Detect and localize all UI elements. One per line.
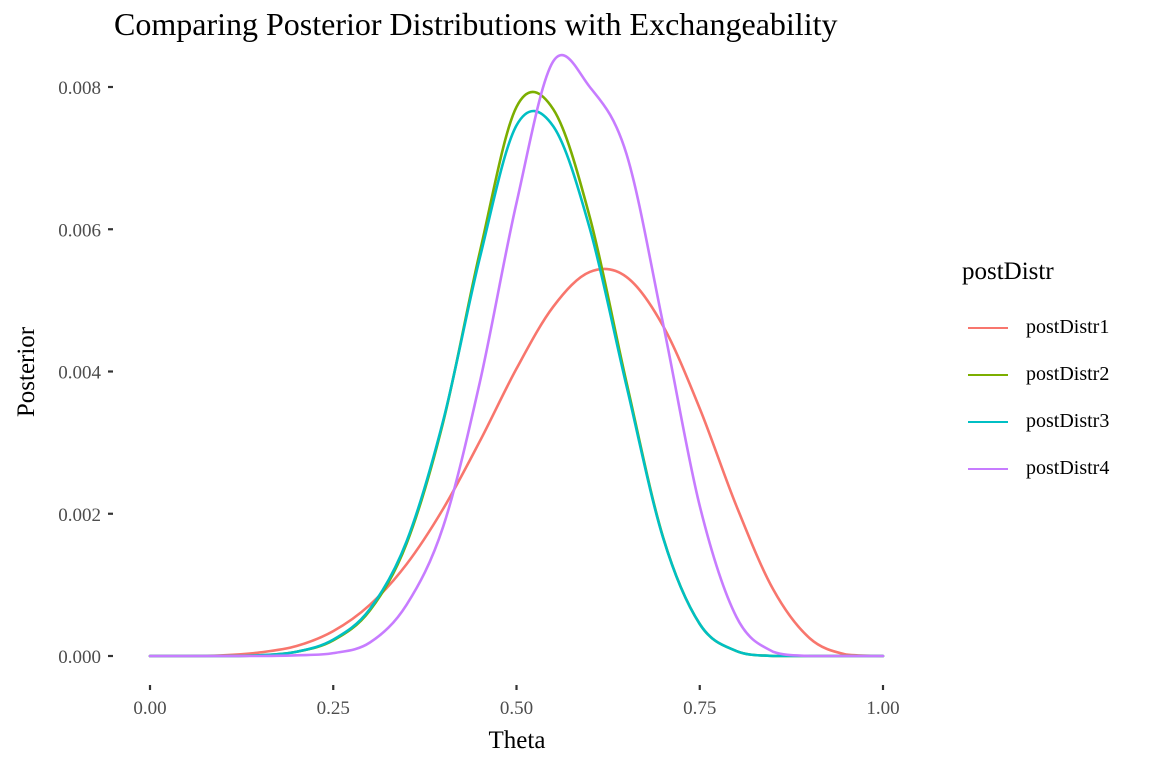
y-tick-label: 0.002	[58, 505, 101, 526]
x-tick-label: 0.00	[133, 698, 166, 719]
x-tick-label: 1.00	[866, 698, 899, 719]
x-axis-title: Theta	[489, 727, 546, 754]
legend-label: postDistr3	[1026, 410, 1110, 432]
legend-item: postDistr4	[962, 445, 1109, 492]
x-tick-label: 0.50	[500, 698, 533, 719]
series-line-postDistr1	[148, 267, 885, 658]
y-axis-title: Posterior	[13, 326, 40, 417]
legend: postDistr postDistr1 postDistr2 postDistr3…	[962, 258, 1109, 492]
legend-title: postDistr	[962, 258, 1054, 285]
legend-swatch	[968, 420, 1008, 423]
legend-items: postDistr1 postDistr2 postDistr3 postDistr4	[962, 304, 1109, 492]
legend-label: postDistr2	[1026, 363, 1110, 385]
legend-item: postDistr3	[962, 398, 1109, 445]
series-line-postDistr3	[148, 109, 885, 658]
x-tick-label: 0.75	[683, 698, 716, 719]
y-axis: 0.000 0.002 0.004 0.006 0.008	[58, 78, 113, 668]
legend-swatch	[968, 373, 1008, 376]
y-tick-label: 0.000	[58, 647, 101, 668]
legend-label: postDistr1	[1026, 316, 1110, 338]
y-tick-label: 0.006	[58, 220, 101, 241]
y-tick-label: 0.004	[58, 363, 101, 384]
legend-swatch	[968, 326, 1008, 329]
legend-item: postDistr1	[962, 304, 1109, 351]
legend-label: postDistr4	[1026, 457, 1110, 479]
series-line-postDistr2	[148, 90, 885, 658]
series-line-postDistr4	[148, 53, 885, 658]
x-axis: 0.00 0.25 0.50 0.75 1.00	[133, 685, 900, 719]
legend-swatch	[968, 467, 1008, 470]
x-tick-label: 0.25	[317, 698, 350, 719]
series-lines	[148, 53, 885, 658]
legend-item: postDistr2	[962, 351, 1109, 398]
y-tick-label: 0.008	[58, 78, 101, 99]
chart-title: Comparing Posterior Distributions with E…	[114, 6, 838, 42]
